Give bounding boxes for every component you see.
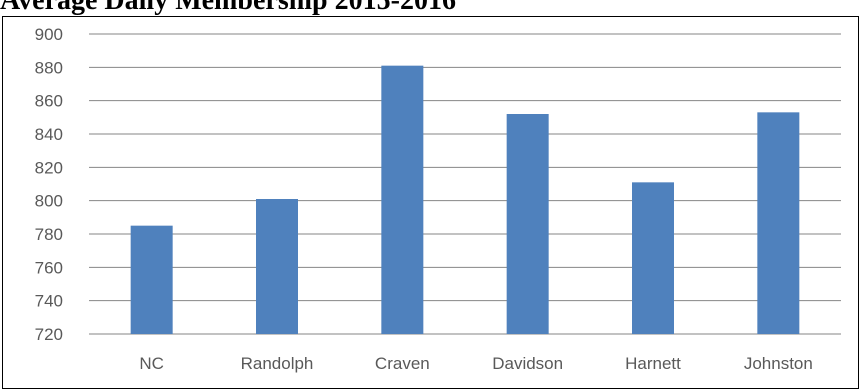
bar-harnett xyxy=(632,182,674,334)
bars xyxy=(130,65,800,334)
bar-craven xyxy=(381,65,424,334)
y-tick-label: 880 xyxy=(35,58,63,77)
y-tick-label: 720 xyxy=(35,325,63,344)
page-title: Average Daily Membership 2015-2016 xyxy=(0,0,456,16)
bar-nc xyxy=(130,225,173,334)
y-tick-label: 820 xyxy=(35,158,63,177)
x-category-label: Randolph xyxy=(241,354,314,373)
y-tick-label: 760 xyxy=(35,258,63,277)
bar-chart: 720 740 760 780 800 820 840 860 880 900 NC Randolp… xyxy=(35,25,841,373)
x-category-label: Harnett xyxy=(625,354,681,373)
x-category-label: Johnston xyxy=(744,354,813,373)
chart-frame: 720 740 760 780 800 820 840 860 880 900 NC Randolp… xyxy=(2,16,859,389)
y-tick-label: 900 xyxy=(35,25,63,44)
y-tick-label: 740 xyxy=(35,292,63,311)
x-axis-category-labels: NC Randolph Craven Davidson Harnett Johnston xyxy=(139,354,812,373)
bar-johnston xyxy=(757,112,800,334)
y-axis-tick-labels: 720 740 760 780 800 820 840 860 880 900 xyxy=(35,25,63,344)
gridlines xyxy=(89,33,841,335)
bar-randolph xyxy=(256,199,298,334)
x-category-label: NC xyxy=(139,354,164,373)
y-tick-label: 860 xyxy=(35,92,63,111)
x-category-label: Craven xyxy=(375,354,430,373)
x-category-label: Davidson xyxy=(492,354,563,373)
y-tick-label: 800 xyxy=(35,192,63,211)
y-tick-label: 780 xyxy=(35,225,63,244)
y-tick-label: 840 xyxy=(35,125,63,144)
bar-davidson xyxy=(506,114,549,334)
